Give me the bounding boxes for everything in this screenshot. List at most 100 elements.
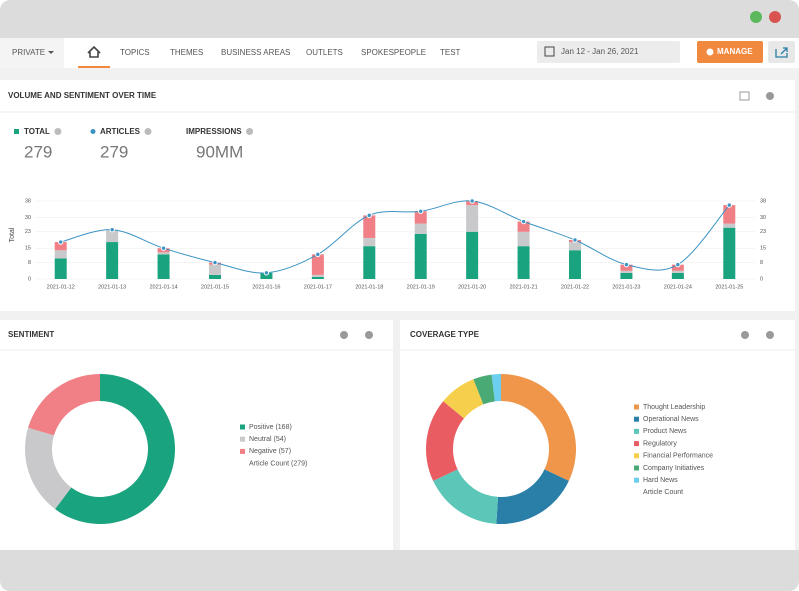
kpi-value: 279 <box>24 142 52 161</box>
window-button[interactable] <box>750 11 762 23</box>
bar-segment <box>517 221 530 232</box>
settings-icon[interactable] <box>365 331 373 339</box>
line-point <box>469 198 475 204</box>
x-tick-label: 2021-01-17 <box>304 284 332 290</box>
y2-tick-label: 8 <box>760 260 763 266</box>
bar-segment <box>209 264 221 275</box>
line-point <box>366 212 372 219</box>
bar-segment <box>54 242 67 251</box>
date-picker[interactable] <box>537 41 680 63</box>
chart-icon[interactable] <box>739 91 750 101</box>
settings-icon[interactable] <box>766 331 774 339</box>
home-icon[interactable] <box>87 45 101 58</box>
y2-tick-label: 30 <box>760 215 766 221</box>
bar-segment <box>517 231 530 247</box>
nav-tab[interactable]: OUTLETS <box>306 48 343 57</box>
pie-icon[interactable] <box>741 331 749 339</box>
line-point <box>675 261 681 268</box>
info-icon[interactable] <box>54 128 62 135</box>
legend-swatch <box>634 453 639 459</box>
pie-slice[interactable] <box>496 469 569 524</box>
nav-tab[interactable]: SPOKESPEOPLE <box>361 48 426 57</box>
pie-slice[interactable] <box>28 374 100 436</box>
bar-segment <box>106 229 119 243</box>
line-point <box>263 270 270 276</box>
x-tick-label: 2021-01-14 <box>150 284 178 290</box>
y-tick-label: 23 <box>25 229 31 235</box>
panel-title: SENTIMENT <box>8 330 54 339</box>
legend-label: Positive (168) <box>249 424 292 431</box>
nav-tab[interactable]: THEMES <box>170 48 203 57</box>
pie-slice[interactable] <box>491 374 501 402</box>
bar-segment <box>517 246 530 279</box>
bar-segment <box>414 233 427 279</box>
kpi-label: ARTICLES <box>100 127 141 136</box>
nav-tab[interactable]: BUSINESS AREAS <box>221 48 290 57</box>
legend-label: Financial Performance <box>643 453 713 460</box>
y2-tick-label: 38 <box>760 198 766 204</box>
bar-segment <box>106 242 119 279</box>
coverage-panel <box>400 320 795 550</box>
line-point <box>58 239 64 245</box>
private-dropdown[interactable] <box>0 38 64 68</box>
pie-slice[interactable] <box>443 379 484 419</box>
share-button[interactable] <box>768 41 795 63</box>
info-icon[interactable] <box>144 128 152 135</box>
legend-label: Neutral (54) <box>249 436 286 443</box>
private-label[interactable]: PRIVATE <box>12 48 45 57</box>
panel-title: COVERAGE TYPE <box>410 330 480 339</box>
volume-panel <box>0 80 795 311</box>
manage-button[interactable] <box>697 41 763 63</box>
bar-segment <box>363 237 376 247</box>
legend-swatch <box>634 477 639 483</box>
pie-slice[interactable] <box>473 374 495 405</box>
bar-segment <box>363 246 376 279</box>
pie-slice[interactable] <box>425 401 465 481</box>
date-range[interactable]: Jan 12 - Jan 26, 2021 <box>561 47 639 56</box>
bar-segment <box>209 274 221 279</box>
line-point <box>109 227 115 233</box>
nav-tab[interactable]: TOPICS <box>120 48 150 57</box>
window-button[interactable] <box>769 11 781 23</box>
x-tick-label: 2021-01-13 <box>98 284 126 290</box>
pie-slice[interactable] <box>433 469 498 524</box>
line-point <box>315 251 321 258</box>
info-icon[interactable] <box>246 128 254 135</box>
bar-segment <box>620 272 633 279</box>
calendar-icon <box>544 46 555 57</box>
legend-total: Article Count <box>643 489 683 496</box>
y2-tick-label: 0 <box>760 276 763 282</box>
x-tick-label: 2021-01-16 <box>252 284 280 290</box>
manage-label[interactable]: MANAGE <box>717 47 753 56</box>
legend-swatch <box>634 441 639 447</box>
y-tick-label: 8 <box>28 260 31 266</box>
x-tick-label: 2021-01-18 <box>355 284 383 290</box>
line-point <box>418 208 424 214</box>
pie-slice[interactable] <box>24 427 72 510</box>
settings-icon[interactable] <box>766 92 774 100</box>
legend-swatch <box>14 129 19 134</box>
sentiment-panel <box>0 320 393 550</box>
bar-segment <box>723 205 736 224</box>
bar-segment <box>466 231 479 279</box>
bar-segment <box>54 250 67 259</box>
bar-segment <box>620 264 633 271</box>
bar-segment <box>620 270 633 273</box>
bar-segment <box>414 211 427 224</box>
pie-slice[interactable] <box>55 374 176 524</box>
bar-segment <box>569 250 581 279</box>
bar-segment <box>466 205 479 232</box>
kpi-value: 279 <box>100 142 128 161</box>
kpi-value: 90MM <box>196 142 243 161</box>
legend-swatch <box>240 448 245 454</box>
bar-segment <box>157 252 170 255</box>
share-icon <box>775 47 788 58</box>
x-tick-label: 2021-01-23 <box>612 284 640 290</box>
bar-segment <box>157 254 170 279</box>
bar-segment <box>311 274 324 277</box>
pie-slice[interactable] <box>501 373 576 481</box>
bar-segment <box>723 223 736 228</box>
bar-segment <box>311 276 324 279</box>
nav-tab[interactable]: TEST <box>440 48 461 57</box>
pie-icon[interactable] <box>340 331 348 339</box>
